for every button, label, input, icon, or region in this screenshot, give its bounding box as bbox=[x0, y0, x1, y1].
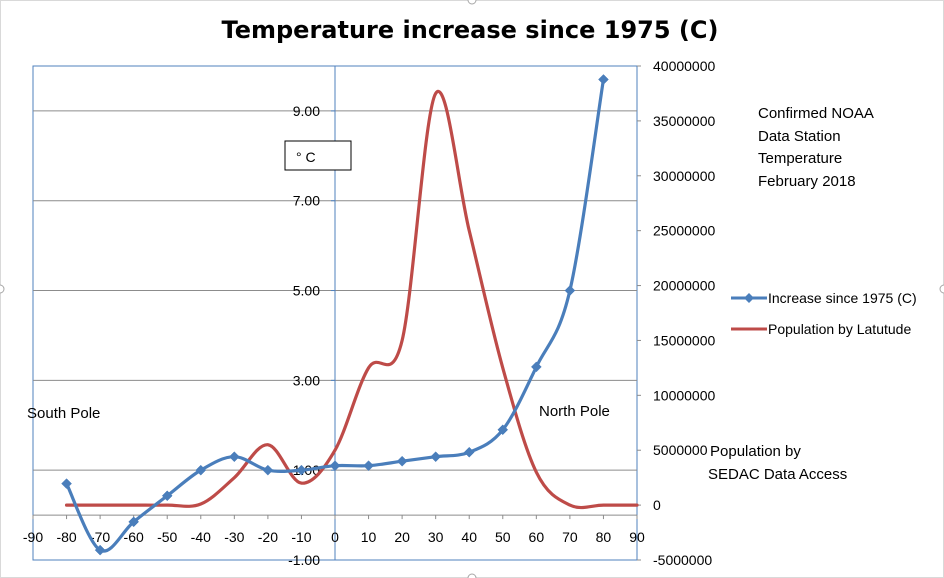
y-right-tick-label-2: 5000000 bbox=[653, 442, 708, 458]
data-point-temperature-13 bbox=[497, 424, 509, 436]
resize-handle-top[interactable] bbox=[467, 0, 477, 5]
noaa-line-3: Temperature bbox=[758, 150, 842, 167]
x-tick-label-8: -10 bbox=[291, 529, 311, 545]
north-pole-label: North Pole bbox=[539, 403, 610, 420]
x-tick-label-4: -50 bbox=[157, 529, 177, 545]
series-line-population bbox=[64, 89, 639, 510]
data-point-temperature-2 bbox=[128, 516, 140, 528]
population-source-line-2: SEDAC Data Access bbox=[708, 466, 847, 483]
series-layer bbox=[61, 74, 639, 556]
x-tick-label-3: -60 bbox=[124, 529, 144, 545]
x-tick-label-17: 80 bbox=[596, 529, 612, 545]
noaa-line-2: Data Station bbox=[758, 128, 841, 145]
unit-box-label: ° C bbox=[296, 149, 316, 165]
y-left-tick-label-3: 5.00 bbox=[293, 283, 320, 299]
y-right-tick-label-0: -5000000 bbox=[653, 552, 712, 568]
x-tick-label-13: 40 bbox=[461, 529, 477, 545]
x-tick-label-9: 0 bbox=[331, 529, 339, 545]
x-tick-label-10: 10 bbox=[361, 529, 377, 545]
population-source-annotation: Population by SEDAC Data Access bbox=[708, 443, 847, 483]
x-tick-label-16: 70 bbox=[562, 529, 578, 545]
x-tick-label-0: -90 bbox=[23, 529, 43, 545]
resize-handle-left[interactable] bbox=[0, 284, 5, 294]
y-left-tick-label-0: -1.00 bbox=[288, 552, 320, 568]
legend-entry-temperature: Increase since 1975 (C) bbox=[731, 290, 917, 306]
chart-title: Temperature increase since 1975 (C) bbox=[222, 16, 719, 44]
y-right-tick-label-4: 15000000 bbox=[653, 332, 716, 348]
south-pole-label: South Pole bbox=[27, 405, 100, 422]
y-left-tick-label-2: 3.00 bbox=[293, 372, 320, 388]
x-tick-label-6: -30 bbox=[224, 529, 244, 545]
data-point-temperature-6 bbox=[262, 464, 274, 476]
y-right-tick-label-5: 20000000 bbox=[653, 278, 716, 294]
data-point-temperature-14 bbox=[530, 361, 542, 373]
y-right-tick-label-7: 30000000 bbox=[653, 168, 716, 184]
noaa-line-1: Confirmed NOAA bbox=[758, 105, 874, 122]
data-point-temperature-15 bbox=[564, 285, 576, 296]
data-point-temperature-11 bbox=[430, 451, 442, 463]
y-right-tick-label-6: 25000000 bbox=[653, 223, 716, 239]
data-point-temperature-9 bbox=[363, 460, 374, 472]
legend-label-temperature: Increase since 1975 (C) bbox=[768, 290, 917, 306]
noaa-line-4: February 2018 bbox=[758, 173, 856, 190]
x-tick-label-2: -70 bbox=[90, 529, 110, 545]
data-point-temperature-16 bbox=[598, 74, 609, 85]
resize-handle-bottom[interactable] bbox=[467, 573, 477, 578]
x-tick-label-14: 50 bbox=[495, 529, 511, 545]
legend-swatch-temperature-marker bbox=[744, 293, 754, 303]
x-tick-label-12: 30 bbox=[428, 529, 444, 545]
y-axis-left-ticks: -1.001.003.005.007.009.00 bbox=[288, 103, 335, 568]
unit-box: ° C bbox=[284, 140, 352, 171]
y-right-tick-label-1: 0 bbox=[653, 497, 661, 513]
data-point-temperature-10 bbox=[396, 455, 408, 467]
legend-label-population: Population by Latutude bbox=[768, 321, 911, 337]
data-point-temperature-8 bbox=[329, 460, 341, 472]
data-point-temperature-5 bbox=[228, 451, 240, 463]
y-right-tick-label-3: 10000000 bbox=[653, 387, 716, 403]
y-left-tick-label-4: 7.00 bbox=[293, 193, 320, 209]
x-tick-label-11: 20 bbox=[394, 529, 410, 545]
population-source-line-1: Population by bbox=[710, 443, 801, 460]
unit-box-frame bbox=[284, 140, 352, 171]
y-right-tick-label-9: 40000000 bbox=[653, 58, 716, 74]
data-point-temperature-4 bbox=[195, 464, 207, 476]
data-point-temperature-12 bbox=[463, 446, 475, 458]
x-tick-label-7: -20 bbox=[258, 529, 278, 545]
data-point-temperature-3 bbox=[161, 490, 173, 502]
x-tick-label-1: -80 bbox=[56, 529, 76, 545]
resize-handle-right[interactable] bbox=[939, 284, 944, 294]
data-point-temperature-1 bbox=[94, 544, 106, 556]
x-tick-label-5: -40 bbox=[191, 529, 211, 545]
legend-entry-population: Population by Latutude bbox=[731, 321, 911, 337]
y-left-tick-label-5: 9.00 bbox=[293, 103, 320, 119]
x-tick-label-15: 60 bbox=[529, 529, 545, 545]
y-right-tick-label-8: 35000000 bbox=[653, 113, 716, 129]
noaa-annotation: Confirmed NOAA Data Station Temperature … bbox=[758, 105, 874, 190]
y-axis-right-ticks: -5000000 0 5000000 10000000 15000000 20000000… bbox=[637, 58, 716, 568]
data-point-temperature-7 bbox=[296, 464, 307, 476]
x-tick-label-18: 90 bbox=[629, 529, 645, 545]
data-point-temperature-0 bbox=[61, 478, 72, 490]
legend: Increase since 1975 (C) Population by La… bbox=[731, 290, 917, 337]
x-axis-ticks: -90 -80 -70 -60 -50 -40 -30 -20 -10 0 10 20 30 40 50 60… bbox=[23, 515, 645, 545]
